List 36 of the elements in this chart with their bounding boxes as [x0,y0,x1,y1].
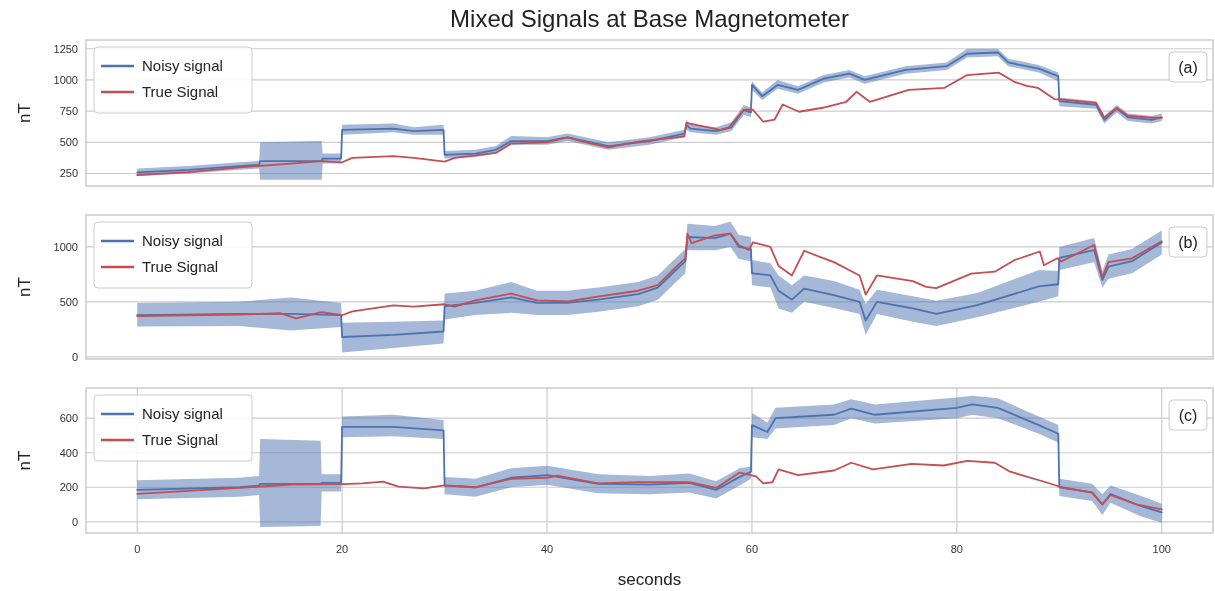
legend-label: Noisy signal [142,57,223,75]
line-series [136,459,1163,511]
legend-label: Noisy signal [142,405,223,423]
y-tick-label: 600 [59,412,78,425]
x-tick-label: 0 [134,543,141,555]
annotation: (a) [1178,58,1198,76]
y-tick-label: 0 [71,515,78,528]
chart-title: Mixed Signals at Base Magnetometer [450,5,849,32]
annotation: (c) [1178,406,1198,424]
line-series [136,232,1163,320]
y-tick-label: 500 [59,295,78,308]
y-tick-label: 500 [59,136,78,149]
x-tick-label: 100 [1152,543,1171,555]
line-series [136,403,1163,514]
legend-label: True Signal [142,258,219,276]
y-tick-label: 1000 [53,73,78,86]
x-tick-label: 20 [336,543,349,555]
x-tick-label: 40 [540,543,554,555]
x-tick-label: 60 [745,543,759,555]
legend-label: Noisy signal [142,232,223,250]
x-axis-title: seconds [617,570,682,589]
y-tick-label: 1000 [53,240,78,253]
line-series [136,232,1163,338]
y-tick-label: 1250 [53,42,78,55]
y-axis-title: nT [15,103,34,123]
y-axis-title: nT [15,277,34,297]
annotation: (b) [1178,233,1198,251]
y-tick-label: 250 [59,167,78,180]
x-tick-label: 80 [950,543,963,555]
y-tick-label: 750 [59,104,78,117]
y-tick-label: 0 [71,350,78,363]
y-axis-title: nT [15,450,34,471]
y-tick-label: 400 [59,446,78,459]
legend-label: True Signal [142,83,219,101]
legend-label: True Signal [142,431,219,449]
y-tick-label: 200 [59,481,78,494]
